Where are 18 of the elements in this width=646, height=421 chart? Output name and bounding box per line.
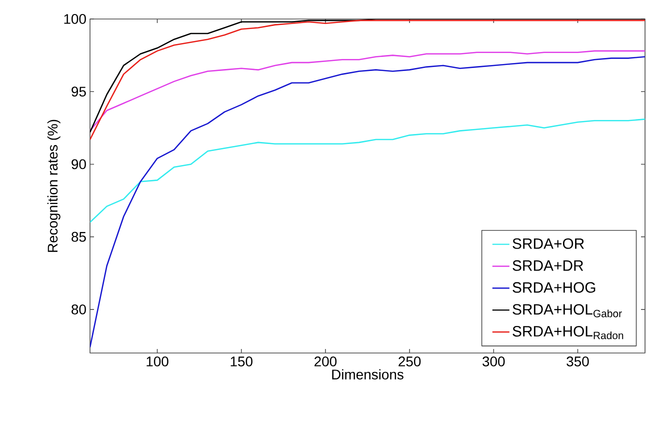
x-tick-label: 150 [230,356,252,366]
x-tick-label: 100 [146,356,168,366]
y-tick-label: 80 [72,304,86,314]
y-tick-label: 100 [64,14,86,24]
x-tick-label: 350 [566,356,589,366]
legend-label: SRDA+HOL$_{Gabor}$ [512,304,622,318]
x-tick-label: 200 [314,356,337,366]
x-axis-title: Dimensions [332,369,404,380]
y-tick-label: 85 [72,232,86,242]
x-tick-label: 250 [398,356,421,366]
legend-label: SRDA+HOL$_{Radon}$ [512,326,624,340]
y-tick-label: 90 [72,159,86,170]
y-axis-title: Recognition rates (%) [47,120,60,252]
legend-label: SRDA+DR [512,260,584,271]
legend-label: SRDA+OR [512,238,584,249]
x-tick-label: 300 [482,356,505,366]
legend-label: SRDA+HOG [512,282,596,293]
y-tick-label: 95 [72,86,86,97]
